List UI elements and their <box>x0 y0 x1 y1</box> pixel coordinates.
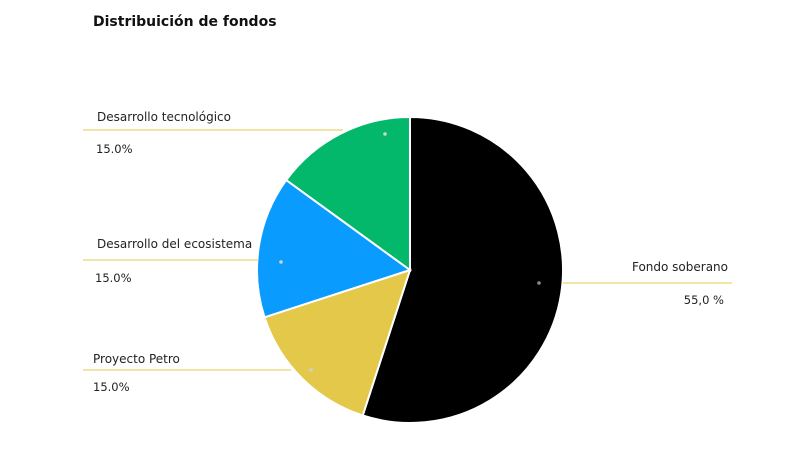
chart-title: Distribuición de fondos <box>93 14 277 30</box>
slice-value-label: 15.0% <box>95 271 132 285</box>
slice-value-label: 15.0% <box>93 380 130 394</box>
slice-dots <box>279 132 541 372</box>
slice-dot <box>309 368 313 372</box>
slice-labels: Fondo soberano 55,0 % Proyecto Petro 15.0% D… <box>93 110 728 394</box>
slice-value-label: 15.0% <box>96 142 133 156</box>
slice-label: Proyecto Petro <box>93 352 180 366</box>
pie-slice-fondo-soberano[interactable] <box>361 115 564 424</box>
slice-label: Desarrollo del ecosistema <box>97 237 252 251</box>
pie-slice-desarrollo-del-ecosistema[interactable] <box>256 178 413 319</box>
slice-label: Fondo soberano <box>632 260 728 274</box>
pie-slices <box>256 115 564 424</box>
slice-dot <box>279 260 283 264</box>
slice-dot <box>537 281 541 285</box>
slice-dot <box>383 132 387 136</box>
slice-value-label: 55,0 % <box>684 293 724 307</box>
leader-lines <box>83 129 732 371</box>
pie-slice-desarrollo-tecnol-gico[interactable] <box>284 115 411 272</box>
slice-label: Desarrollo tecnológico <box>97 110 231 124</box>
